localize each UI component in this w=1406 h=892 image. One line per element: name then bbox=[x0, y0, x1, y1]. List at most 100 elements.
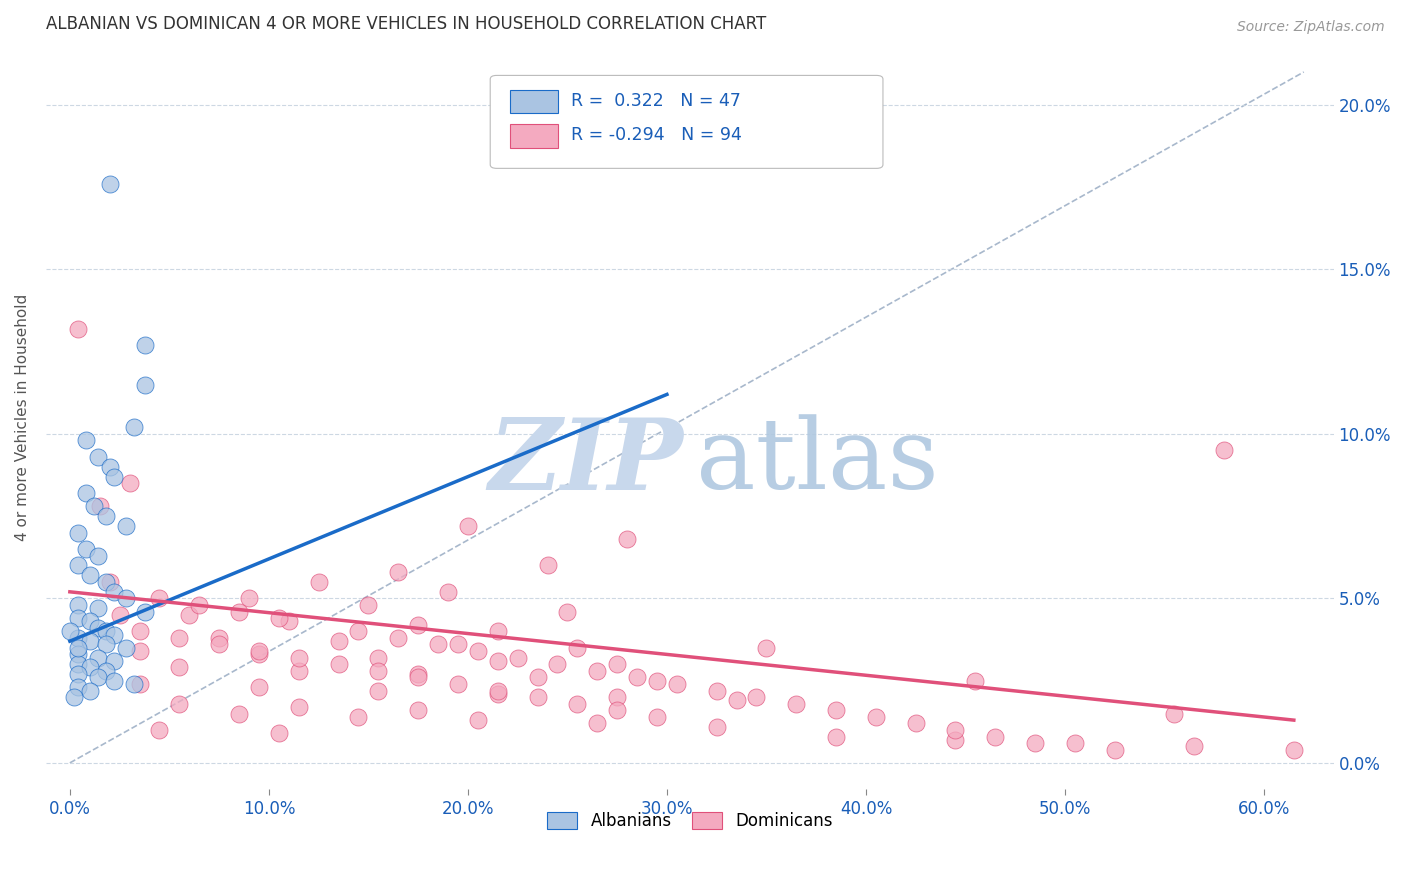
Point bbox=[66, 558, 89, 573]
Point bbox=[725, 693, 748, 707]
Point bbox=[75, 486, 97, 500]
Point bbox=[118, 476, 141, 491]
Point bbox=[188, 598, 211, 612]
Point bbox=[247, 680, 270, 694]
Point bbox=[965, 673, 987, 688]
Point bbox=[755, 640, 778, 655]
Point bbox=[98, 177, 121, 191]
Point bbox=[267, 726, 290, 740]
Point bbox=[447, 677, 470, 691]
Point bbox=[536, 558, 558, 573]
Point bbox=[467, 644, 489, 658]
Text: ZIP: ZIP bbox=[488, 414, 683, 510]
Point bbox=[103, 584, 125, 599]
Point bbox=[87, 450, 110, 464]
Point bbox=[347, 624, 370, 639]
Point bbox=[645, 710, 668, 724]
Point bbox=[114, 640, 136, 655]
Point bbox=[367, 683, 389, 698]
Point bbox=[134, 338, 156, 352]
Point bbox=[94, 574, 117, 589]
Point bbox=[134, 605, 156, 619]
Point bbox=[1182, 739, 1205, 754]
Point bbox=[87, 549, 110, 563]
Point bbox=[66, 598, 89, 612]
Point bbox=[103, 469, 125, 483]
Point bbox=[148, 723, 170, 737]
Point bbox=[103, 673, 125, 688]
Point bbox=[526, 670, 548, 684]
Point bbox=[66, 680, 89, 694]
Text: ALBANIAN VS DOMINICAN 4 OR MORE VEHICLES IN HOUSEHOLD CORRELATION CHART: ALBANIAN VS DOMINICAN 4 OR MORE VEHICLES… bbox=[46, 15, 766, 33]
FancyBboxPatch shape bbox=[509, 124, 558, 147]
Point bbox=[1213, 443, 1236, 458]
Point bbox=[1024, 736, 1046, 750]
Point bbox=[208, 637, 231, 651]
Point bbox=[87, 601, 110, 615]
Point bbox=[59, 624, 82, 639]
Point bbox=[79, 615, 101, 629]
Point bbox=[586, 716, 609, 731]
Point bbox=[486, 687, 509, 701]
Point bbox=[328, 634, 350, 648]
Point bbox=[98, 459, 121, 474]
Text: R =  0.322   N = 47: R = 0.322 N = 47 bbox=[571, 92, 741, 110]
Point bbox=[467, 713, 489, 727]
Legend: Albanians, Dominicans: Albanians, Dominicans bbox=[540, 805, 839, 837]
Point bbox=[228, 706, 250, 721]
Point bbox=[606, 703, 628, 717]
Point bbox=[645, 673, 668, 688]
Text: R = -0.294   N = 94: R = -0.294 N = 94 bbox=[571, 126, 742, 144]
Point bbox=[367, 650, 389, 665]
Point bbox=[66, 640, 89, 655]
Point bbox=[287, 664, 309, 678]
Point bbox=[945, 723, 967, 737]
Point bbox=[427, 637, 450, 651]
Point bbox=[586, 664, 609, 678]
Point bbox=[79, 683, 101, 698]
Point bbox=[94, 664, 117, 678]
Point bbox=[114, 519, 136, 533]
Point bbox=[122, 420, 145, 434]
Point bbox=[357, 598, 380, 612]
Point bbox=[406, 670, 429, 684]
Point bbox=[626, 670, 648, 684]
Point bbox=[87, 650, 110, 665]
Point bbox=[103, 654, 125, 668]
Point bbox=[94, 624, 117, 639]
Point bbox=[785, 697, 807, 711]
Point bbox=[79, 634, 101, 648]
Point bbox=[437, 584, 460, 599]
Text: atlas: atlas bbox=[696, 414, 939, 510]
FancyBboxPatch shape bbox=[509, 89, 558, 113]
Point bbox=[208, 631, 231, 645]
Point bbox=[267, 611, 290, 625]
Point bbox=[567, 640, 589, 655]
Point bbox=[169, 660, 191, 674]
Point bbox=[179, 607, 201, 622]
Point bbox=[387, 631, 409, 645]
Point bbox=[247, 648, 270, 662]
Point bbox=[247, 644, 270, 658]
Point bbox=[79, 660, 101, 674]
Point bbox=[706, 683, 728, 698]
Point bbox=[616, 532, 638, 546]
Point bbox=[406, 667, 429, 681]
Point bbox=[66, 611, 89, 625]
Point bbox=[567, 697, 589, 711]
Point bbox=[94, 637, 117, 651]
Point bbox=[945, 732, 967, 747]
Point bbox=[865, 710, 887, 724]
Point bbox=[66, 631, 89, 645]
Text: Source: ZipAtlas.com: Source: ZipAtlas.com bbox=[1237, 20, 1385, 34]
Point bbox=[169, 631, 191, 645]
Point bbox=[984, 730, 1007, 744]
Point bbox=[94, 509, 117, 524]
Point bbox=[606, 657, 628, 672]
Point bbox=[89, 500, 111, 514]
Point bbox=[367, 664, 389, 678]
Point bbox=[526, 690, 548, 705]
Point bbox=[98, 574, 121, 589]
Point bbox=[347, 710, 370, 724]
Point bbox=[1163, 706, 1185, 721]
